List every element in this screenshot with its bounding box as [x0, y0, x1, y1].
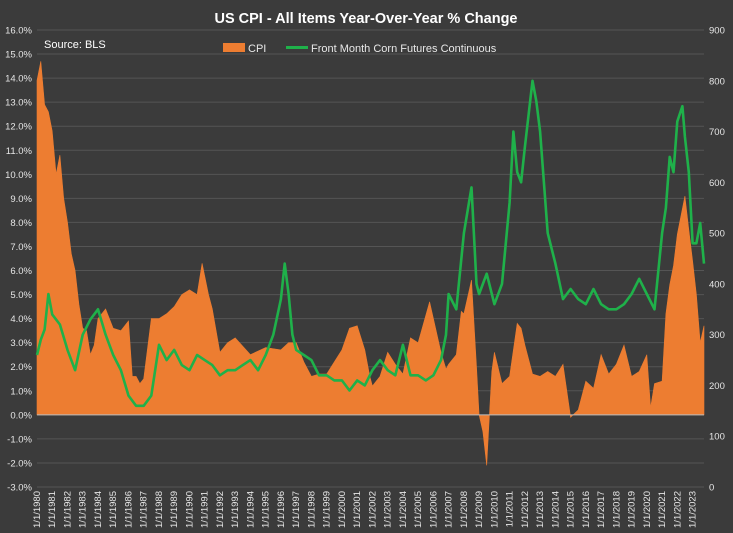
- cpi-area-layer: [36, 61, 705, 466]
- legend: CPI Front Month Corn Futures Continuous: [223, 43, 497, 55]
- y-left-tick-label: 1.0%: [10, 386, 32, 397]
- x-tick-label: 1/1/1999: [322, 491, 333, 528]
- x-tick-label: 1/1/2016: [581, 491, 592, 528]
- x-tick-label: 1/1/2017: [596, 491, 607, 528]
- x-tick-label: 1/1/1981: [47, 491, 58, 528]
- right-axis-ticks: 0 100 200 300 400 500 600 700 800 900: [709, 26, 725, 494]
- y-left-tick-label: 6.0%: [10, 266, 32, 277]
- x-tick-label: 1/1/1993: [230, 491, 241, 528]
- x-tick-label: 1/1/2007: [444, 491, 455, 528]
- x-tick-label: 1/1/2001: [352, 491, 363, 528]
- x-tick-label: 1/1/2015: [566, 491, 577, 528]
- y-left-tick-label: 4.0%: [10, 314, 32, 325]
- cpi-area: [36, 61, 705, 466]
- legend-swatch-cpi: [223, 43, 245, 52]
- chart-title: US CPI - All Items Year-Over-Year % Chan…: [214, 11, 517, 27]
- x-tick-label: 1/1/2008: [459, 491, 470, 528]
- x-tick-label: 1/1/2019: [627, 491, 638, 528]
- y-left-tick-label: 10.0%: [5, 170, 32, 181]
- y-left-tick-label: 2.0%: [10, 362, 32, 373]
- y-left-tick-label: 8.0%: [10, 218, 32, 229]
- x-tick-label: 1/1/1984: [93, 491, 104, 528]
- corn-line-layer: [35, 79, 706, 408]
- x-tick-label: 1/1/1995: [261, 491, 272, 528]
- left-axis-ticks: -3.0% -2.0% -1.0% 0.0% 1.0% 2.0% 3.0% 4.0% 5.0% 6…: [5, 26, 32, 494]
- y-right-tick-label: 300: [709, 330, 725, 341]
- x-tick-label: 1/1/1985: [108, 491, 119, 528]
- y-left-tick-label: 14.0%: [5, 74, 32, 85]
- x-tick-label: 1/1/1998: [306, 491, 317, 528]
- y-left-tick-label: 7.0%: [10, 242, 32, 253]
- x-tick-label: 1/1/2006: [428, 491, 439, 528]
- y-right-tick-label: 500: [709, 229, 725, 240]
- x-tick-label: 1/1/2011: [505, 491, 516, 527]
- y-right-tick-label: 100: [709, 432, 725, 443]
- x-tick-label: 1/1/2020: [642, 491, 653, 528]
- x-tick-label: 1/1/1983: [78, 491, 89, 528]
- x-axis-ticks: 1/1/1980 1/1/1981 1/1/1982 1/1/1983 1/1/1984…: [32, 491, 699, 528]
- x-tick-label: 1/1/1991: [200, 491, 211, 528]
- x-tick-label: 1/1/1987: [139, 491, 150, 528]
- y-right-tick-label: 800: [709, 76, 725, 87]
- x-tick-label: 1/1/2009: [474, 491, 485, 528]
- x-tick-label: 1/1/2014: [550, 491, 561, 528]
- x-tick-label: 1/1/2018: [611, 491, 622, 528]
- x-tick-label: 1/1/1990: [184, 491, 195, 528]
- x-tick-label: 1/1/2023: [688, 491, 699, 528]
- y-left-tick-label: 5.0%: [10, 290, 32, 301]
- y-right-tick-label: 900: [709, 26, 725, 37]
- x-tick-label: 1/1/2005: [413, 491, 424, 528]
- y-left-tick-label: 0.0%: [10, 410, 32, 421]
- y-left-tick-label: 3.0%: [10, 338, 32, 349]
- x-tick-label: 1/1/2021: [657, 491, 668, 528]
- legend-label-corn: Front Month Corn Futures Continuous: [311, 43, 497, 55]
- x-tick-label: 1/1/1996: [276, 491, 287, 528]
- y-left-tick-label: 9.0%: [10, 194, 32, 205]
- y-left-tick-label: 16.0%: [5, 26, 32, 37]
- x-tick-label: 1/1/2003: [383, 491, 394, 528]
- x-tick-label: 1/1/2022: [672, 491, 683, 528]
- x-tick-label: 1/1/2013: [535, 491, 546, 528]
- y-right-tick-label: 600: [709, 178, 725, 189]
- y-left-tick-label: 12.0%: [5, 122, 32, 133]
- x-tick-label: 1/1/1997: [291, 491, 302, 528]
- x-tick-label: 1/1/2000: [337, 491, 348, 528]
- source-annotation: Source: BLS: [44, 39, 106, 51]
- x-tick-label: 1/1/2010: [489, 491, 500, 528]
- x-tick-label: 1/1/2012: [520, 491, 531, 528]
- y-left-tick-label: 11.0%: [6, 146, 33, 157]
- y-left-tick-label: -1.0%: [7, 434, 32, 445]
- legend-label-cpi: CPI: [248, 43, 266, 55]
- y-left-tick-label: 13.0%: [5, 98, 32, 109]
- x-tick-label: 1/1/1982: [62, 491, 73, 528]
- y-left-tick-label: 15.0%: [5, 50, 32, 61]
- corn-line: [35, 79, 706, 408]
- x-tick-label: 1/1/1986: [123, 491, 134, 528]
- y-left-tick-label: -3.0%: [7, 483, 32, 494]
- x-tick-label: 1/1/2004: [398, 491, 409, 528]
- x-tick-label: 1/1/2002: [367, 491, 378, 528]
- x-tick-label: 1/1/1992: [215, 491, 226, 528]
- y-right-tick-label: 0: [709, 483, 714, 494]
- y-right-tick-label: 400: [709, 279, 725, 290]
- y-right-tick-label: 700: [709, 127, 725, 138]
- y-left-tick-label: -2.0%: [7, 458, 32, 469]
- x-tick-label: 1/1/1980: [32, 491, 43, 528]
- x-tick-label: 1/1/1989: [169, 491, 180, 528]
- x-tick-label: 1/1/1994: [245, 491, 256, 528]
- y-right-tick-label: 200: [709, 381, 725, 392]
- x-tick-label: 1/1/1988: [154, 491, 165, 528]
